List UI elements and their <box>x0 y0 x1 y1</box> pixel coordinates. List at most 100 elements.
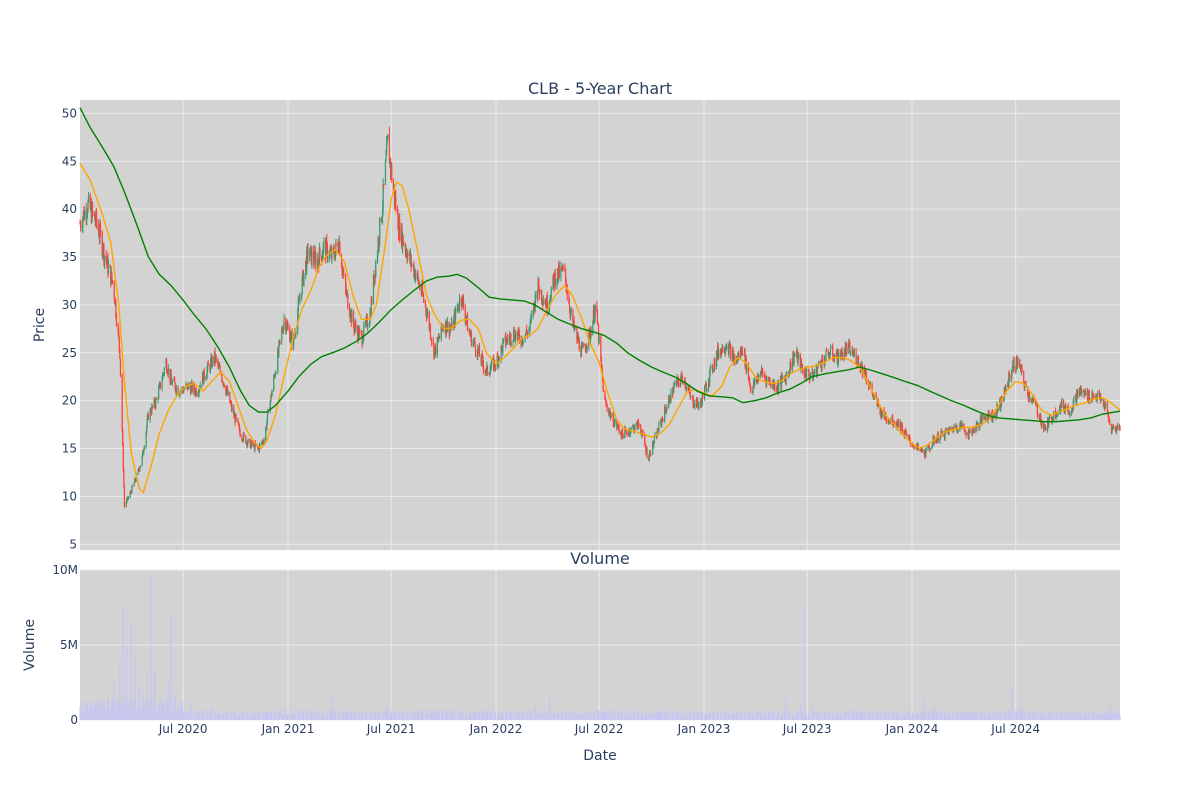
candle-body <box>352 311 355 326</box>
candle <box>964 429 967 435</box>
volume-bar <box>700 713 702 720</box>
volume-bar <box>807 715 809 720</box>
volume-bar <box>269 714 271 720</box>
volume-bar <box>299 709 301 720</box>
candle-body <box>813 372 816 374</box>
volume-bar <box>227 713 229 720</box>
candle <box>170 369 172 381</box>
volume-bar <box>678 715 680 720</box>
volume-bar <box>424 713 426 720</box>
candle-body <box>376 252 379 262</box>
candle-body <box>657 429 659 433</box>
volume-bar <box>897 715 899 720</box>
volume-bar <box>307 713 309 720</box>
volume-bar <box>530 710 532 720</box>
candle-body <box>837 361 839 364</box>
volume-bar <box>376 714 378 720</box>
candle-body <box>478 347 481 357</box>
candle-body <box>856 363 858 365</box>
volume-bar <box>502 715 504 720</box>
volume-bar <box>761 715 763 720</box>
volume-bar <box>433 715 435 720</box>
candle-body <box>1036 403 1038 405</box>
volume-bar <box>162 703 164 720</box>
candle <box>362 337 364 344</box>
volume-bar <box>446 710 448 720</box>
volume-bar <box>449 716 451 720</box>
candle <box>661 416 663 428</box>
candle <box>287 321 289 331</box>
volume-bar <box>408 712 410 720</box>
candle-body <box>477 348 479 358</box>
candle <box>585 345 587 351</box>
volume-bar <box>317 712 319 720</box>
price-y-axis-title: Price <box>32 308 48 342</box>
volume-bar <box>826 715 828 720</box>
candle-body <box>506 338 508 340</box>
candle-body <box>637 421 640 426</box>
volume-bar <box>498 713 500 720</box>
candle-body <box>245 435 247 444</box>
candle-body <box>964 431 967 435</box>
candle-body <box>697 398 699 404</box>
candle-body <box>440 323 442 338</box>
volume-bar <box>832 714 834 720</box>
candle <box>227 389 229 396</box>
volume-bar <box>259 713 261 720</box>
candle <box>242 431 245 442</box>
candle <box>315 251 317 272</box>
volume-bar <box>411 714 413 720</box>
candle-body <box>717 346 719 357</box>
volume-bar <box>493 714 495 720</box>
volume-bar <box>604 712 606 720</box>
candle-body <box>678 383 680 386</box>
volume-bar <box>899 715 901 720</box>
volume-bar <box>266 711 268 720</box>
volume-bar <box>790 716 792 720</box>
candle-body <box>226 388 229 395</box>
volume-bar <box>110 707 112 720</box>
volume-bar <box>814 712 816 720</box>
volume-bar <box>806 714 808 720</box>
volume-bar <box>529 710 531 720</box>
candle-body <box>656 429 658 438</box>
volume-bar <box>681 715 683 720</box>
candle-body <box>733 352 735 362</box>
candle-body <box>119 348 121 359</box>
volume-bar <box>626 716 628 720</box>
candle <box>584 343 586 347</box>
volume-bar <box>388 713 390 720</box>
candle-body <box>758 374 760 381</box>
volume-bar <box>79 705 81 720</box>
candle <box>614 417 616 425</box>
volume-bar <box>521 714 523 720</box>
candle-body <box>710 365 712 368</box>
candle-body <box>231 407 233 410</box>
candle-body <box>1043 422 1045 431</box>
volume-bar <box>297 716 299 720</box>
volume-bar <box>765 716 767 720</box>
volume-bar <box>359 711 361 720</box>
candle <box>433 351 436 360</box>
volume-bar <box>541 712 543 720</box>
candle-body <box>638 425 640 426</box>
candle-body <box>395 197 397 209</box>
candle <box>634 423 636 431</box>
candle-body <box>794 353 796 356</box>
candle-body <box>681 373 683 377</box>
candle <box>125 501 127 508</box>
volume-bar <box>131 699 133 720</box>
candle-body <box>454 308 457 324</box>
candle-body <box>295 331 297 334</box>
volume-bar <box>285 710 287 720</box>
volume-bar <box>179 701 181 720</box>
candle <box>303 273 305 287</box>
candle <box>103 255 106 269</box>
volume-bar <box>497 713 499 720</box>
candle-body <box>616 420 618 428</box>
volume-bar <box>466 716 468 720</box>
candle-body <box>118 337 120 349</box>
candle-body <box>971 430 973 432</box>
volume-bar <box>753 713 755 720</box>
candle <box>340 253 343 269</box>
